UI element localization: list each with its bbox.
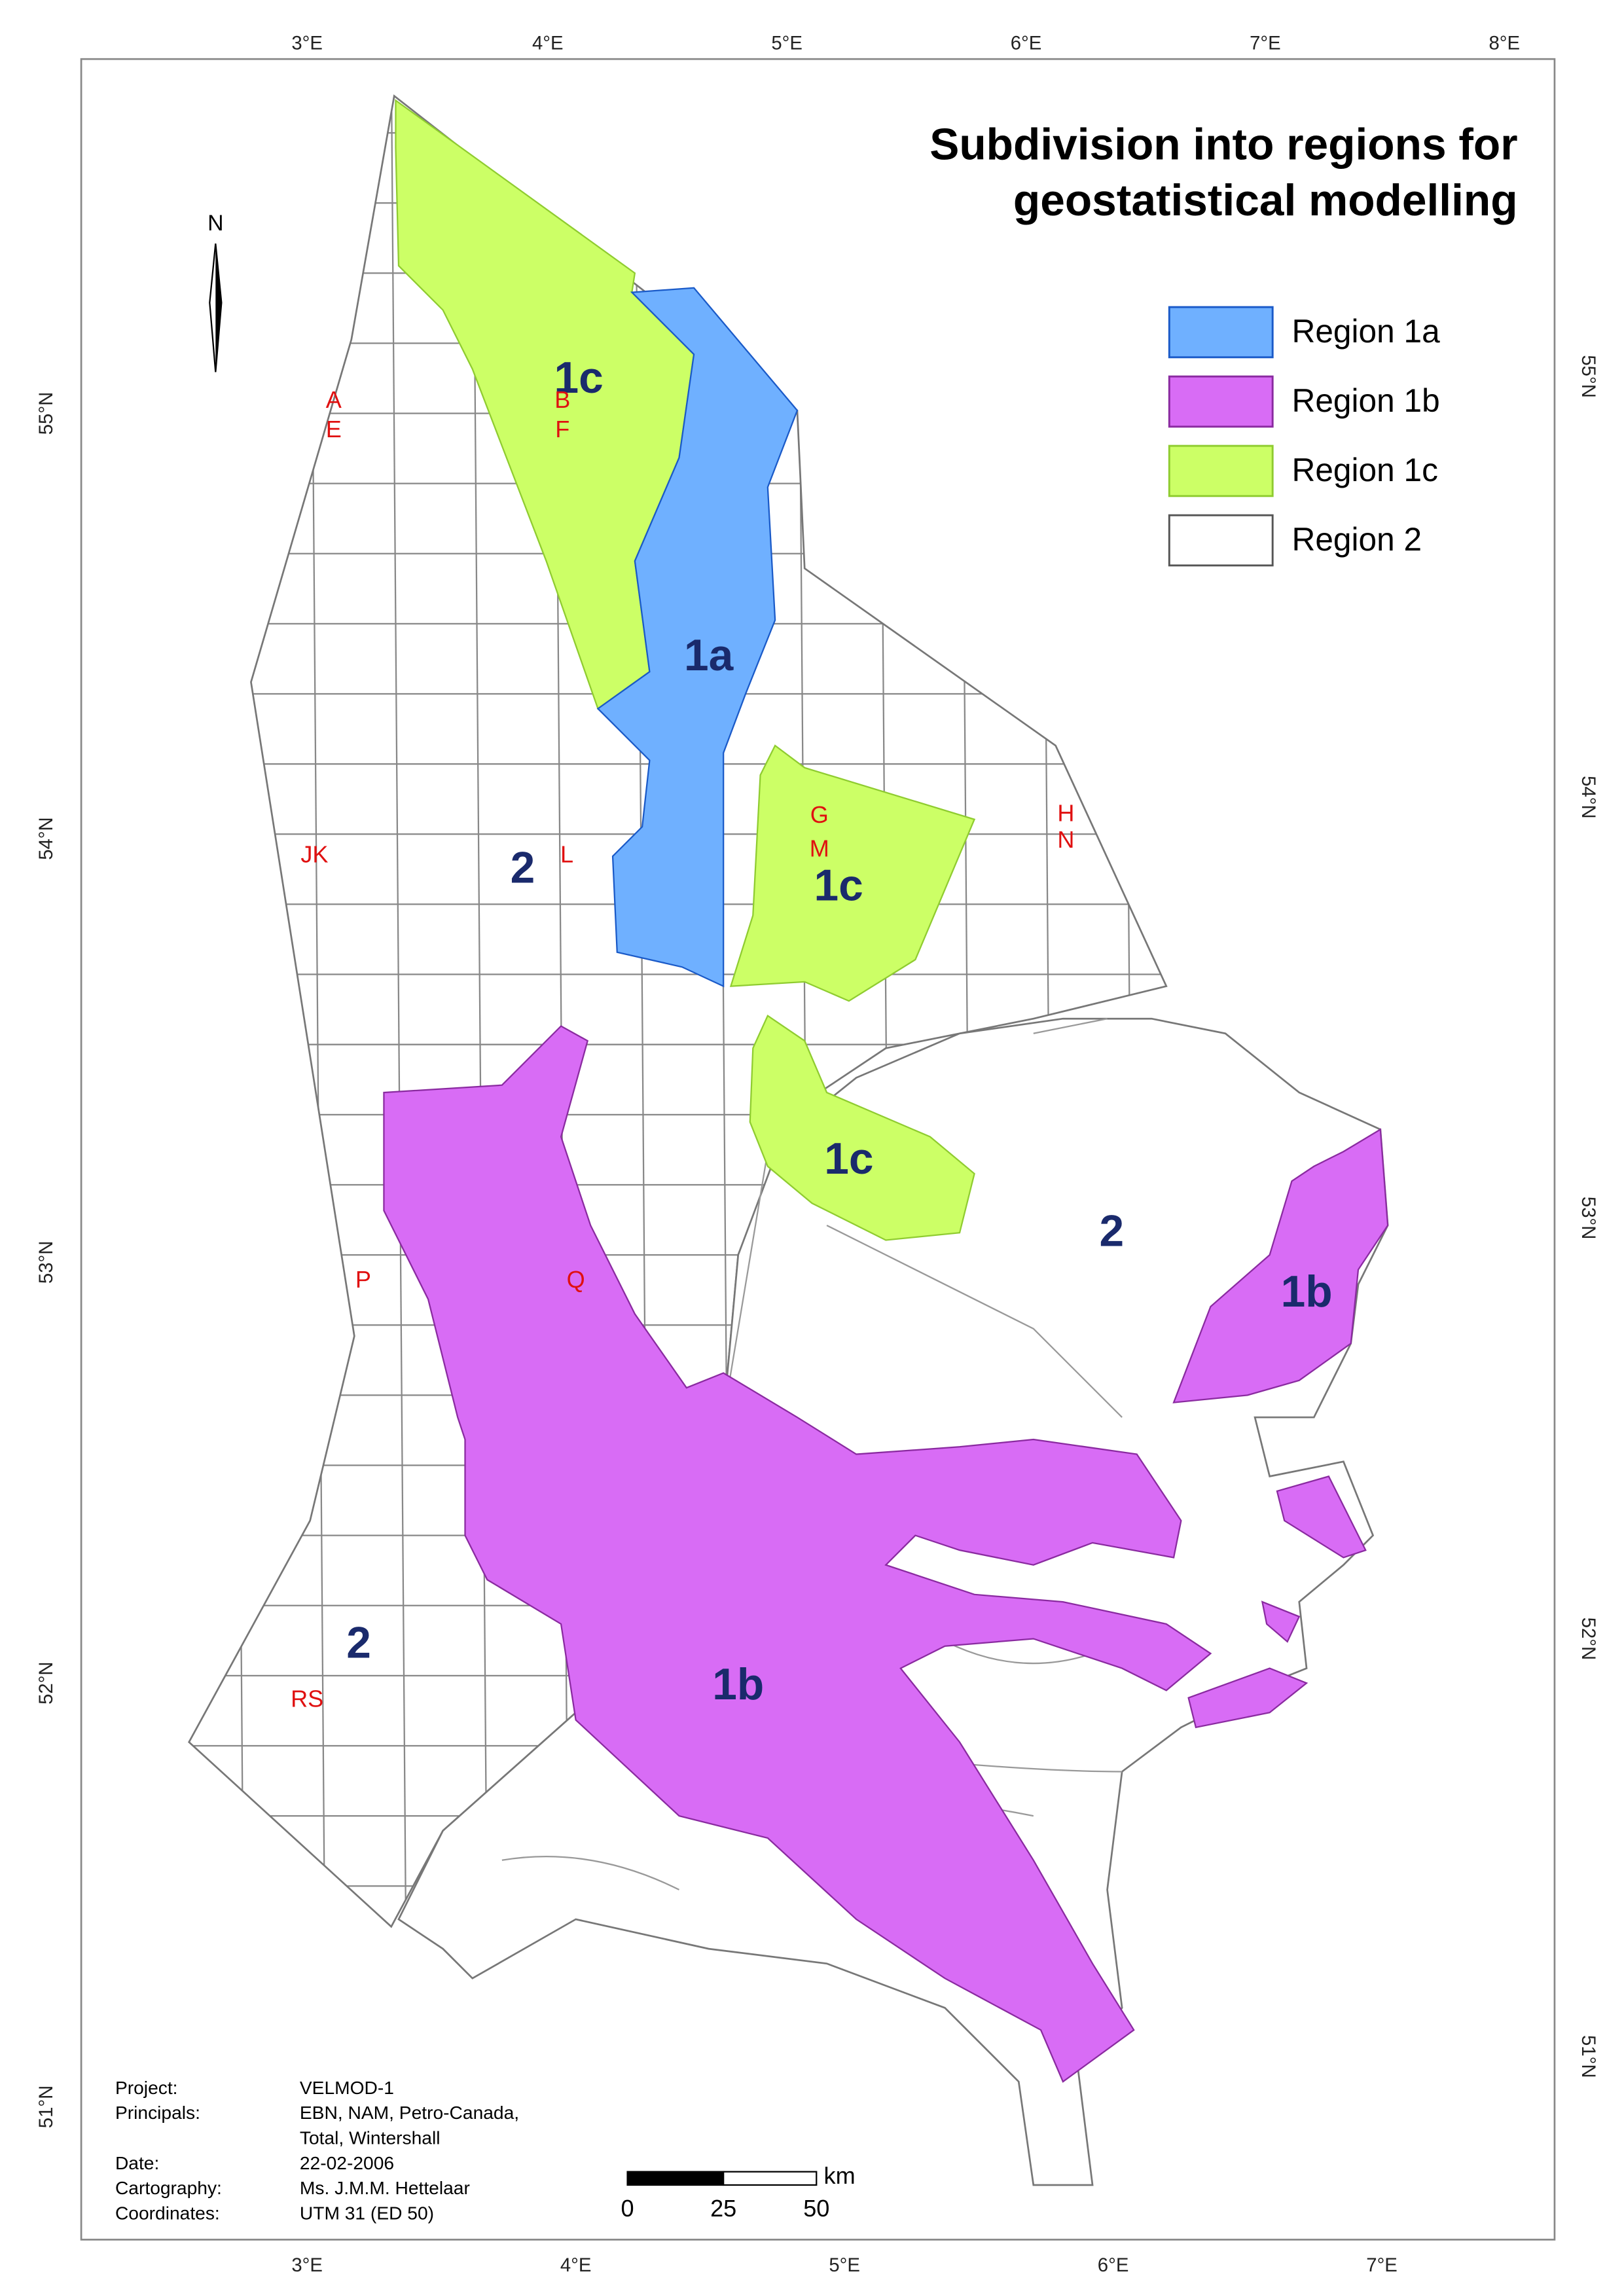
scale-bar-segment [723, 2171, 818, 2186]
lon-label: 4°E [560, 2254, 592, 2276]
info-label: Cartography: [115, 2177, 222, 2198]
legend-swatch [1168, 444, 1274, 497]
lat-label: 55°N [1578, 355, 1599, 398]
region-label: 2 [511, 844, 535, 893]
lon-label: 4°E [532, 32, 564, 54]
block-label: Q [567, 1266, 585, 1293]
block-label: M [810, 835, 829, 862]
axes: 3°E 4°E 5°E 6°E 7°E 8°E 3°E 4°E 5°E 6°E 7°E 55°N 54°… [35, 32, 1599, 2275]
info-value: VELMOD-1 [300, 2077, 394, 2098]
grid-line [390, 96, 407, 1927]
lon-label: 7°E [1250, 32, 1281, 54]
north-label: N [208, 211, 223, 236]
info-value: 22-02-2006 [300, 2152, 394, 2173]
block-label: JK [300, 841, 328, 868]
region-label: 1b [712, 1660, 764, 1709]
lon-label: 6°E [1098, 2254, 1129, 2276]
labels: 1c 1a 2 1c 1c 2 1b 2 1b AE BF GM HN JK L P Q RS [291, 353, 1332, 1712]
lon-label: 6°E [1011, 32, 1042, 54]
block-label: E [326, 416, 342, 443]
lat-label: 55°N [35, 392, 57, 435]
legend-swatch [1168, 375, 1274, 428]
scale-label: 0 [621, 2195, 634, 2222]
region-label: 1c [554, 353, 604, 403]
lat-label: 52°N [1578, 1617, 1599, 1661]
region-label: 1b [1281, 1267, 1333, 1316]
block-label: G [810, 801, 829, 828]
scale-bar-segment [626, 2171, 725, 2186]
legend-label: Region 1a [1292, 313, 1441, 350]
block-label: H [1057, 800, 1074, 827]
lat-label: 54°N [1578, 776, 1599, 819]
lat-label: 51°N [35, 2086, 57, 2128]
legend-label: Region 1b [1292, 382, 1440, 419]
info-block: Project: Principals: Date: Cartography: Coor… [115, 2077, 519, 2224]
region-label: 2 [346, 1619, 371, 1668]
region-1c [749, 1015, 975, 1241]
info-value: Ms. J.M.M. Hettelaar [300, 2177, 470, 2198]
info-label: Date: [115, 2152, 159, 2173]
region-1b [1261, 1600, 1301, 1643]
region-1c [729, 744, 976, 1002]
region-label: 1c [814, 861, 863, 911]
lon-label: 7°E [1366, 2254, 1398, 2276]
legend-swatch [1168, 306, 1274, 359]
block-label: B [554, 386, 570, 413]
region-1b [1276, 1475, 1367, 1559]
lon-label: 5°E [771, 32, 803, 54]
lon-label: 5°E [829, 2254, 860, 2276]
info-value: Total, Wintershall [300, 2127, 441, 2148]
frame [80, 58, 1556, 2241]
info-label: Principals: [115, 2102, 200, 2123]
block-label: F [555, 416, 569, 443]
scale-bar: km 0 25 50 [621, 2162, 856, 2222]
block-label: RS [291, 1686, 323, 1712]
lat-label: 52°N [35, 1661, 57, 1705]
scale-label: 50 [803, 2195, 829, 2222]
title: geostatistical modelling [1013, 176, 1518, 225]
north-arrow: N [208, 211, 224, 372]
region-1b [383, 1025, 1212, 2083]
legend-label: Region 1c [1292, 452, 1438, 488]
info-label: Coordinates: [115, 2203, 220, 2224]
info-value: EBN, NAM, Petro-Canada, [300, 2102, 519, 2123]
lat-label: 51°N [1578, 2035, 1599, 2078]
lat-label: 53°N [35, 1241, 57, 1284]
info-label: Project: [115, 2077, 178, 2098]
lon-label: 3°E [291, 32, 323, 54]
title: Subdivision into regions for [929, 120, 1517, 169]
info-value: UTM 31 (ED 50) [300, 2203, 434, 2224]
lon-label: 8°E [1489, 32, 1520, 54]
region-label: 1c [824, 1134, 873, 1184]
region-label: 1a [684, 631, 734, 680]
legend-label: Region 2 [1292, 521, 1422, 558]
block-label: L [560, 841, 573, 868]
scale-label: 25 [710, 2195, 736, 2222]
region-label: 2 [1100, 1206, 1125, 1256]
block-label: A [326, 386, 342, 413]
scale-unit: km [824, 2162, 856, 2189]
lat-label: 54°N [35, 817, 57, 860]
lon-label: 3°E [291, 2254, 323, 2276]
legend-swatch [1168, 514, 1274, 567]
block-label: N [1057, 826, 1074, 853]
arrow [215, 244, 222, 372]
legend: Region 1a Region 1b Region 1c Region 2 [1168, 306, 1441, 567]
region-1b [1187, 1667, 1308, 1729]
region-1b [1172, 1128, 1389, 1403]
block-label: P [355, 1266, 371, 1293]
region-1a [596, 287, 799, 988]
lat-label: 53°N [1578, 1197, 1599, 1240]
